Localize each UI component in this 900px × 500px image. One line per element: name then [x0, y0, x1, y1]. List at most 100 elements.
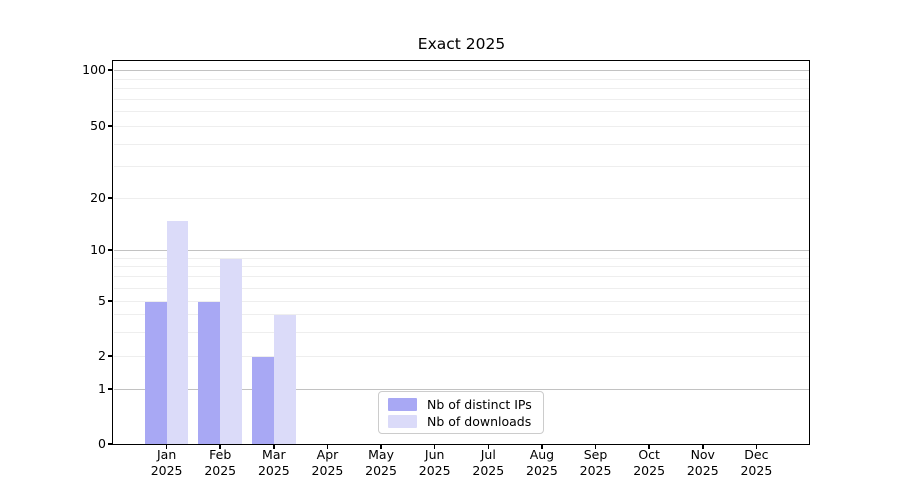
x-tick-label: Dec 2025 — [724, 447, 788, 479]
x-tick-label: Jan 2025 — [135, 447, 199, 479]
x-tick-label: Apr 2025 — [295, 447, 359, 479]
x-tick-year: 2025 — [740, 463, 773, 478]
chart-title: Exact 2025 — [417, 35, 506, 53]
y-tick-label: 100 — [82, 62, 106, 77]
y-tick-mark — [108, 69, 113, 71]
x-tick-month: Nov — [690, 447, 715, 462]
gridline-major — [113, 389, 809, 390]
gridline-minor — [113, 166, 809, 168]
x-tick-month: Sep — [583, 447, 608, 462]
x-tick-year: 2025 — [150, 463, 183, 478]
bar-distinct-ips — [198, 302, 221, 444]
plot-area — [113, 62, 809, 444]
legend-swatch-distinct-ips-icon — [388, 398, 417, 411]
plot-frame — [112, 60, 810, 445]
legend-item-distinct-ips: Nb of distinct IPs — [388, 396, 534, 413]
gridline-minor — [113, 314, 809, 316]
bar-distinct-ips — [144, 302, 167, 444]
x-tick-mark — [326, 444, 329, 449]
y-tick-label: 10 — [90, 242, 106, 257]
x-tick-year: 2025 — [365, 463, 397, 478]
x-tick-label: Aug 2025 — [510, 447, 574, 479]
gridline-minor — [113, 331, 809, 333]
x-tick-label: Nov 2025 — [671, 447, 735, 479]
x-tick-month: Mar — [262, 447, 286, 462]
y-tick-mark — [108, 388, 113, 390]
x-tick-year: 2025 — [526, 463, 558, 478]
x-tick-month: Oct — [638, 447, 660, 462]
y-tick-label: 5 — [98, 293, 106, 308]
gridline-minor — [113, 356, 809, 357]
gridline-minor — [113, 126, 809, 127]
x-tick-mark — [487, 444, 490, 449]
bar-downloads — [166, 220, 189, 444]
x-tick-month: Jul — [480, 447, 496, 462]
gridline-minor — [113, 276, 809, 278]
y-tick-label: 20 — [90, 190, 106, 205]
x-tick-label: May 2025 — [349, 447, 413, 479]
x-tick-label: Feb 2025 — [188, 447, 252, 479]
x-tick-label: Mar 2025 — [242, 447, 306, 479]
gridline-minor — [113, 257, 809, 259]
y-tick-mark — [108, 355, 113, 357]
bar-downloads — [220, 258, 243, 444]
y-tick-label: 2 — [98, 348, 106, 363]
gridline-minor — [113, 266, 809, 268]
bar-distinct-ips — [252, 357, 274, 444]
x-tick-month: Apr — [316, 447, 339, 462]
y-tick-label: 50 — [90, 118, 106, 133]
x-tick-year: 2025 — [204, 463, 237, 478]
x-tick-mark — [433, 444, 436, 449]
bar-downloads — [273, 315, 296, 444]
x-tick-label: Oct 2025 — [617, 447, 681, 479]
x-tick-mark — [594, 444, 597, 449]
x-tick-year: 2025 — [311, 463, 344, 478]
x-tick-year: 2025 — [418, 463, 451, 478]
x-tick-year: 2025 — [257, 463, 290, 478]
gridline-minor — [113, 143, 809, 145]
x-tick-label: Jun 2025 — [403, 447, 467, 479]
x-tick-mark — [702, 444, 704, 449]
x-tick-mark — [541, 444, 543, 449]
y-tick-mark — [108, 125, 113, 127]
gridline-minor — [113, 301, 809, 302]
x-tick-month: Jun — [424, 447, 445, 462]
x-tick-month: Aug — [529, 447, 555, 462]
gridline-minor — [113, 198, 809, 199]
x-tick-mark — [648, 444, 650, 449]
x-tick-mark — [219, 444, 221, 449]
x-tick-mark — [380, 444, 382, 449]
x-tick-month: Jan — [156, 447, 177, 462]
x-tick-mark — [165, 444, 168, 449]
gridline-major — [113, 70, 809, 71]
legend-item-downloads: Nb of downloads — [388, 413, 534, 430]
x-tick-year: 2025 — [633, 463, 666, 478]
x-tick-year: 2025 — [579, 463, 612, 478]
x-tick-year: 2025 — [472, 463, 505, 478]
y-tick-label: 0 — [98, 436, 106, 451]
y-tick-label: 1 — [98, 381, 106, 396]
legend: Nb of distinct IPs Nb of downloads — [378, 391, 544, 434]
x-tick-year: 2025 — [686, 463, 719, 478]
x-tick-label: Sep 2025 — [564, 447, 628, 479]
y-tick-mark — [108, 300, 113, 302]
x-tick-month: May — [368, 447, 394, 462]
gridline-minor — [113, 287, 809, 289]
gridline-minor — [113, 111, 809, 113]
legend-label-downloads: Nb of downloads — [427, 414, 532, 429]
y-tick-mark — [108, 249, 113, 251]
gridline-minor — [113, 78, 809, 80]
y-tick-mark — [108, 443, 113, 445]
x-tick-mark — [273, 444, 275, 449]
y-tick-mark — [108, 197, 113, 199]
x-tick-month: Feb — [209, 447, 232, 462]
gridline-minor — [113, 88, 809, 90]
x-tick-mark — [755, 444, 758, 449]
legend-swatch-downloads-icon — [388, 415, 417, 428]
gridline-major — [113, 250, 809, 251]
gridline-minor — [113, 98, 809, 100]
x-tick-label: Jul 2025 — [456, 447, 520, 479]
x-tick-month: Dec — [744, 447, 769, 462]
legend-label-distinct-ips: Nb of distinct IPs — [427, 397, 532, 412]
